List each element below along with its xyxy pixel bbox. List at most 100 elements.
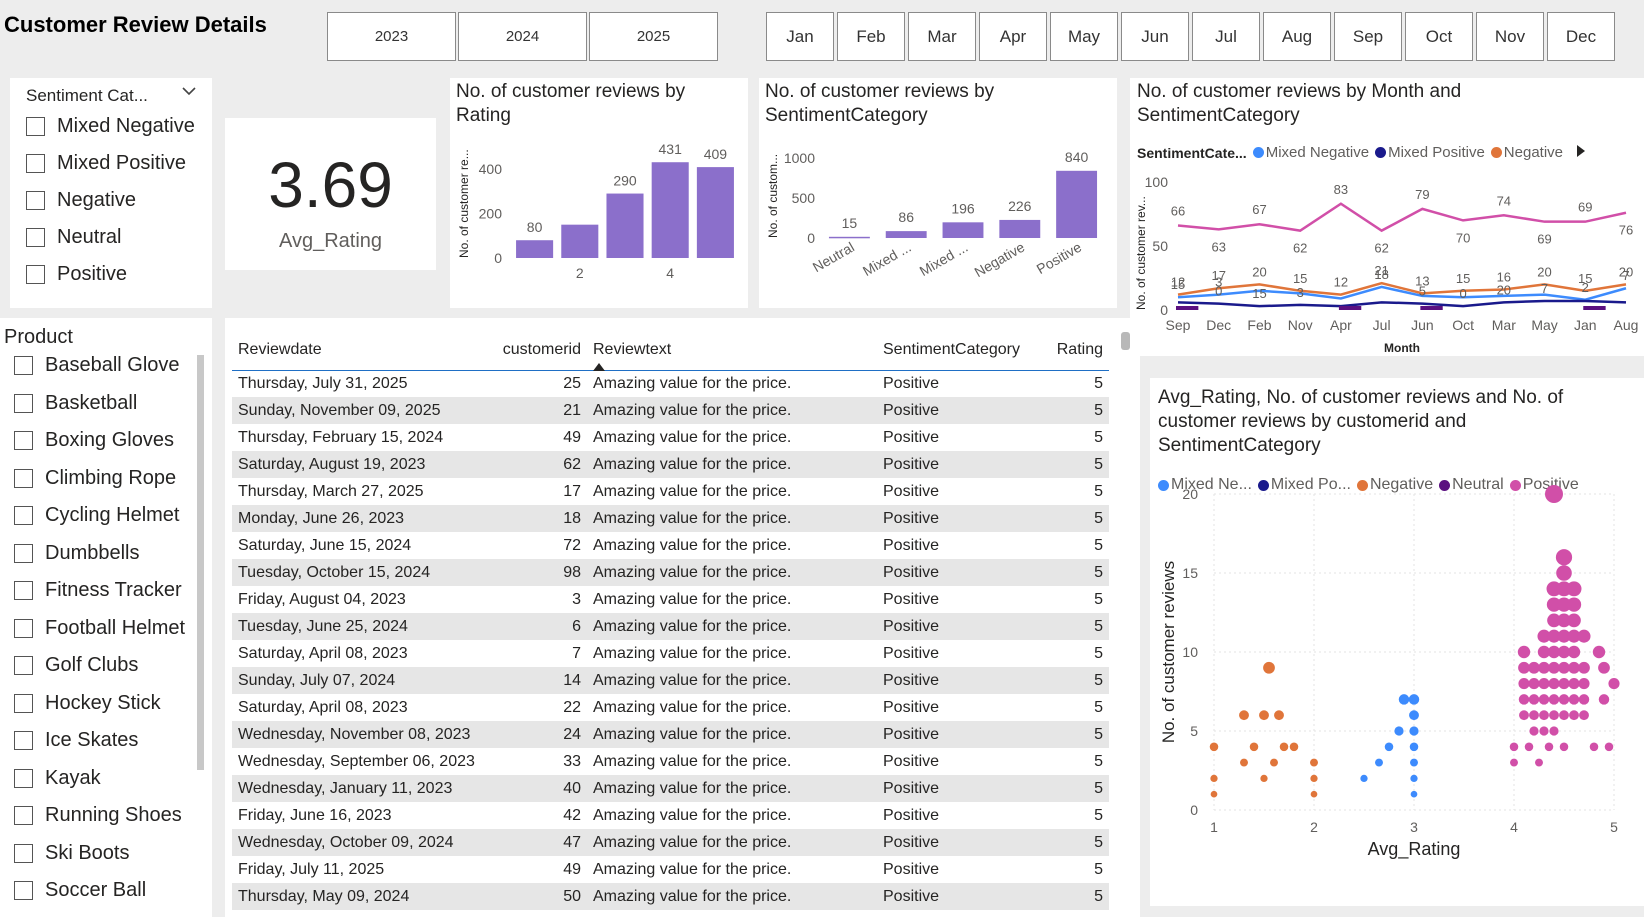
- legend-item[interactable]: Mixed Positive: [1388, 144, 1485, 161]
- product-option-fitness-tracker[interactable]: Fitness Tracker: [14, 579, 182, 602]
- table-row[interactable]: Tuesday, June 25, 2024 6 Amazing value for…: [232, 613, 1109, 640]
- product-option-football-helmet[interactable]: Football Helmet: [14, 617, 185, 640]
- column-header-sentimentcategory[interactable]: SentimentCategory: [877, 330, 1037, 371]
- checkbox[interactable]: [26, 228, 45, 247]
- scatter-point-positive: [1545, 485, 1563, 503]
- chart-reviews-by-rating[interactable]: No. of customer reviews by Rating 0 200 40…: [450, 78, 748, 308]
- legend-item[interactable]: Mixed Po...: [1270, 476, 1351, 493]
- table-row[interactable]: Thursday, July 31, 2025 25 Amazing value f…: [232, 370, 1109, 397]
- table-row[interactable]: Thursday, February 15, 2024 49 Amazing val…: [232, 424, 1109, 451]
- checkbox[interactable]: [14, 656, 33, 675]
- sentiment-option-neutral[interactable]: Neutral: [26, 226, 121, 249]
- checkbox[interactable]: [14, 506, 33, 525]
- table-row[interactable]: Thursday, March 27, 2025 17 Amazing value …: [232, 478, 1109, 505]
- table-row[interactable]: Saturday, June 15, 2024 72 Amazing value f…: [232, 532, 1109, 559]
- month-button-oct[interactable]: Oct: [1405, 12, 1473, 61]
- table-row[interactable]: Saturday, April 08, 2023 22 Amazing value …: [232, 694, 1109, 721]
- product-option-climbing-rope[interactable]: Climbing Rope: [14, 467, 176, 490]
- product-option-running-shoes[interactable]: Running Shoes: [14, 804, 182, 827]
- legend-item[interactable]: Neutral: [1452, 476, 1504, 493]
- chart-reviews-by-sentiment[interactable]: No. of customer reviews by SentimentCate…: [759, 78, 1117, 308]
- month-button-jul[interactable]: Jul: [1192, 12, 1260, 61]
- checkbox[interactable]: [26, 154, 45, 173]
- checkbox[interactable]: [14, 731, 33, 750]
- month-button-aug[interactable]: Aug: [1263, 12, 1331, 61]
- product-option-cycling-helmet[interactable]: Cycling Helmet: [14, 504, 179, 527]
- table-row[interactable]: Friday, August 04, 2023 3 Amazing value fo…: [232, 586, 1109, 613]
- product-option-boxing-gloves[interactable]: Boxing Gloves: [14, 429, 174, 452]
- sentiment-option-mixed-positive[interactable]: Mixed Positive: [26, 152, 186, 175]
- checkbox[interactable]: [14, 468, 33, 488]
- scatter-point-positive: [1559, 710, 1569, 721]
- legend-item[interactable]: Positive: [1522, 476, 1579, 493]
- column-header-rating[interactable]: Rating: [1037, 330, 1109, 371]
- checkbox[interactable]: [14, 843, 33, 863]
- product-scrollbar[interactable]: [197, 355, 204, 770]
- table-cell-sentimentcategory: Positive: [883, 644, 940, 662]
- checkbox[interactable]: [14, 881, 33, 900]
- table-row[interactable]: Sunday, November 09, 2025 21 Amazing value…: [232, 397, 1109, 424]
- table-row[interactable]: Wednesday, September 06, 2023 33 Amazing v…: [232, 748, 1109, 775]
- checkbox[interactable]: [14, 768, 33, 788]
- product-option-basketball[interactable]: Basketball: [14, 392, 137, 415]
- product-option-dumbbells[interactable]: Dumbbells: [14, 542, 139, 565]
- x-tick-label: Positive: [1034, 239, 1085, 277]
- month-button-nov[interactable]: Nov: [1476, 12, 1544, 61]
- month-button-apr[interactable]: Apr: [979, 12, 1047, 61]
- table-row[interactable]: Sunday, July 07, 2024 14 Amazing value for…: [232, 667, 1109, 694]
- checkbox[interactable]: [14, 393, 33, 413]
- product-option-ski-boots[interactable]: Ski Boots: [14, 842, 129, 865]
- table-row[interactable]: Wednesday, October 09, 2024 47 Amazing val…: [232, 829, 1109, 856]
- checkbox[interactable]: [26, 191, 45, 210]
- chevron-down-icon[interactable]: [180, 82, 198, 105]
- checkbox[interactable]: [14, 431, 33, 450]
- year-button-2023[interactable]: 2023: [327, 12, 456, 61]
- product-option-hockey-stick[interactable]: Hockey Stick: [14, 692, 161, 715]
- legend-item[interactable]: Mixed Ne...: [1171, 476, 1252, 493]
- month-button-jan[interactable]: Jan: [766, 12, 834, 61]
- month-button-feb[interactable]: Feb: [837, 12, 905, 61]
- table-row[interactable]: Friday, June 16, 2023 42 Amazing value for…: [232, 802, 1109, 829]
- checkbox[interactable]: [14, 806, 33, 825]
- table-row[interactable]: Wednesday, January 11, 2023 40 Amazing val…: [232, 775, 1109, 802]
- chart-reviews-by-month[interactable]: No. of customer reviews by Month and Sen…: [1130, 78, 1644, 356]
- table-row[interactable]: Wednesday, November 08, 2023 24 Amazing va…: [232, 721, 1109, 748]
- checkbox[interactable]: [14, 618, 33, 638]
- product-option-ice-skates[interactable]: Ice Skates: [14, 729, 138, 752]
- checkbox[interactable]: [26, 117, 45, 136]
- column-header-reviewdate[interactable]: Reviewdate: [232, 330, 487, 371]
- table-row[interactable]: Thursday, May 09, 2024 50 Amazing value fo…: [232, 883, 1109, 910]
- checkbox[interactable]: [14, 543, 33, 563]
- table-row[interactable]: Monday, June 26, 2023 18 Amazing value for…: [232, 505, 1109, 532]
- column-header-reviewtext[interactable]: Reviewtext: [587, 330, 877, 371]
- month-button-may[interactable]: May: [1050, 12, 1118, 61]
- legend-item[interactable]: Mixed Negative: [1265, 144, 1370, 161]
- chart-scatter-rating-reviews[interactable]: Avg_Rating, No. of customer reviews and …: [1150, 378, 1644, 906]
- table-scrollbar[interactable]: [1121, 332, 1130, 350]
- year-button-2024[interactable]: 2024: [458, 12, 587, 61]
- table-row[interactable]: Saturday, August 19, 2023 62 Amazing value…: [232, 451, 1109, 478]
- checkbox[interactable]: [14, 356, 33, 375]
- month-button-dec[interactable]: Dec: [1547, 12, 1615, 61]
- checkbox[interactable]: [14, 693, 33, 713]
- product-option-golf-clubs[interactable]: Golf Clubs: [14, 654, 138, 677]
- month-button-jun[interactable]: Jun: [1121, 12, 1189, 61]
- sentiment-option-negative[interactable]: Negative: [26, 189, 136, 212]
- column-header-customerid[interactable]: customerid: [487, 330, 587, 371]
- sentiment-option-mixed-negative[interactable]: Mixed Negative: [26, 115, 195, 138]
- table-row[interactable]: Tuesday, October 15, 2024 98 Amazing value…: [232, 559, 1109, 586]
- table-row[interactable]: Friday, July 11, 2025 49 Amazing value for…: [232, 856, 1109, 883]
- month-button-mar[interactable]: Mar: [908, 12, 976, 61]
- table-row[interactable]: Saturday, April 08, 2023 7 Amazing value f…: [232, 640, 1109, 667]
- legend-item[interactable]: Negative: [1503, 144, 1563, 161]
- month-button-sep[interactable]: Sep: [1334, 12, 1402, 61]
- checkbox[interactable]: [26, 265, 45, 284]
- legend-item[interactable]: Negative: [1369, 476, 1434, 493]
- year-button-2025[interactable]: 2025: [589, 12, 718, 61]
- product-option-kayak[interactable]: Kayak: [14, 767, 101, 790]
- legend-next-icon[interactable]: [1577, 144, 1585, 161]
- product-option-soccer-ball[interactable]: Soccer Ball: [14, 879, 146, 902]
- sentiment-option-positive[interactable]: Positive: [26, 263, 127, 286]
- product-option-baseball-glove[interactable]: Baseball Glove: [14, 354, 180, 377]
- checkbox[interactable]: [14, 581, 33, 600]
